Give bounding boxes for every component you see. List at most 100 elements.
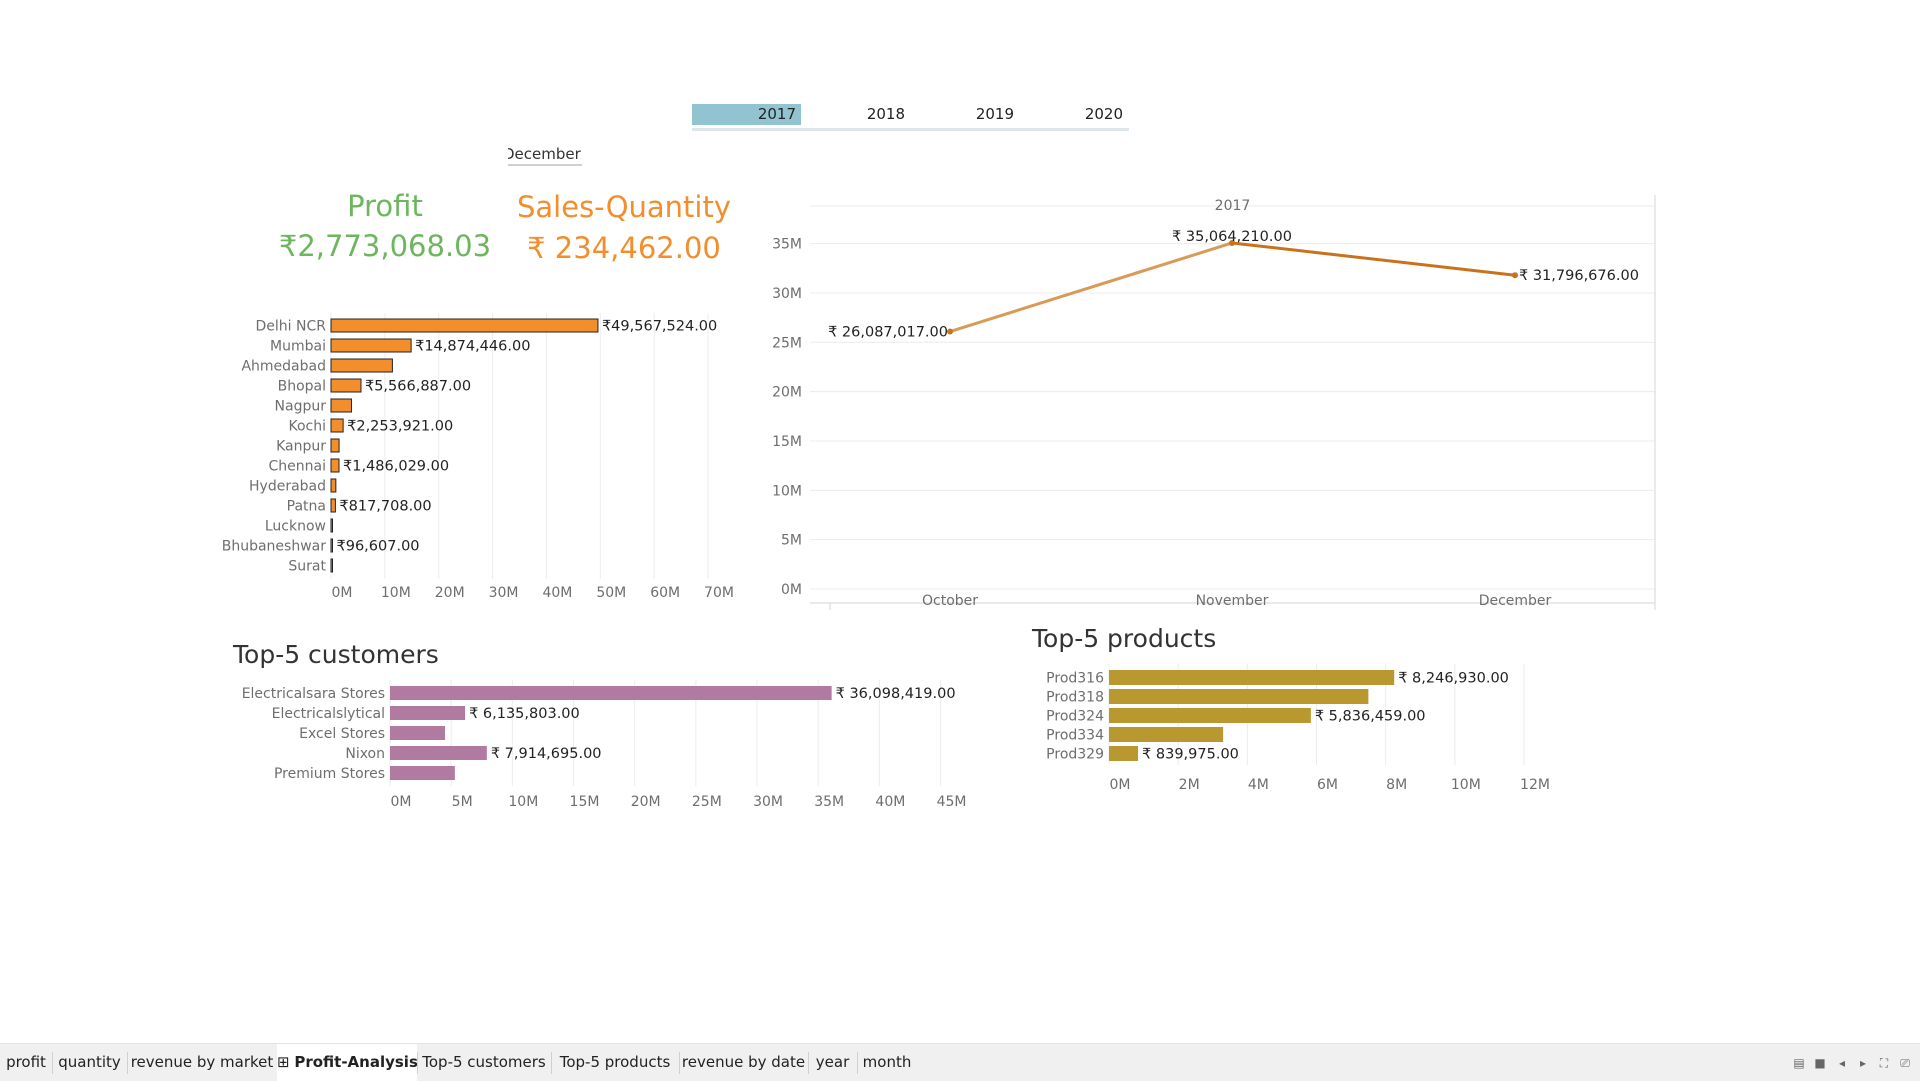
- x-tick-label: 5M: [452, 794, 473, 810]
- x-tick-label: 0M: [1110, 777, 1131, 793]
- data-label: ₹96,607.00: [337, 539, 420, 555]
- y-tick-label: 15M: [772, 434, 802, 450]
- x-tick-label: 35M: [814, 794, 844, 810]
- x-tick-label: 60M: [650, 585, 680, 601]
- year-option-2018[interactable]: 2018: [866, 105, 905, 123]
- year-option-2019[interactable]: 2019: [975, 105, 1014, 123]
- data-label: ₹ 36,098,419.00: [836, 686, 956, 702]
- category-label: Kanpur: [276, 439, 326, 455]
- x-tick-label: 10M: [1451, 777, 1481, 793]
- data-point: [1512, 272, 1518, 279]
- category-label: Nixon: [345, 746, 385, 762]
- y-tick-label: 10M: [772, 483, 802, 499]
- tab-month[interactable]: month: [857, 1044, 917, 1081]
- category-label: Hyderabad: [249, 479, 326, 495]
- top-customers-title: Top-5 customers: [233, 640, 439, 669]
- sales-quantity-value: ₹ 234,462.00: [527, 231, 721, 265]
- series-line-segment: [949, 241, 1233, 333]
- x-tick-label: 20M: [631, 794, 661, 810]
- tab-label: Profit-Analysis: [294, 1053, 418, 1071]
- data-label: ₹ 839,975.00: [1142, 747, 1239, 763]
- tab-label: month: [862, 1053, 912, 1071]
- y-tick-label: 0M: [781, 582, 802, 598]
- tab-separator: [551, 1052, 552, 1074]
- tab-top-5-customers[interactable]: Top-5 customers: [417, 1044, 551, 1081]
- prev-sheet-icon[interactable]: ◂: [1838, 1056, 1846, 1070]
- bar: [1109, 746, 1139, 761]
- bar: [330, 538, 333, 553]
- data-label: ₹ 5,836,459.00: [1315, 709, 1426, 725]
- year-filter: 2017 2018 2019 2020: [692, 104, 1129, 131]
- tab-year[interactable]: year: [808, 1044, 857, 1081]
- bar: [390, 686, 832, 700]
- y-tick-label: 25M: [772, 335, 802, 351]
- x-tick-label: 30M: [753, 794, 783, 810]
- bar: [390, 726, 446, 740]
- category-label: Prod318: [1046, 690, 1104, 706]
- filmstrip-icon[interactable]: ■: [1814, 1056, 1826, 1070]
- y-tick-label: 30M: [772, 286, 802, 302]
- x-tick-label: 40M: [542, 585, 572, 601]
- top-products-chart: 0M 2M 4M 6M 8M 10M 12M Prod316 ₹ 8,246,930.00 Pro…: [1046, 664, 1550, 793]
- tab-label: profit: [6, 1053, 46, 1071]
- data-label: ₹2,253,921.00: [347, 419, 453, 435]
- next-sheet-icon[interactable]: ▸: [1859, 1056, 1867, 1070]
- x-tick-label: 12M: [1520, 777, 1550, 793]
- fullscreen-icon[interactable]: ⛶: [1879, 1056, 1889, 1070]
- top-customers-chart: 0M 5M 10M 15M 20M 25M 30M 35M 40M 45M Electricalsa…: [242, 680, 966, 810]
- profit-title: Profit: [347, 189, 423, 223]
- series-line-segment: [1231, 241, 1516, 277]
- y-tick-label: 35M: [772, 237, 802, 253]
- x-tick-label: 4M: [1248, 777, 1269, 793]
- category-label: Lucknow: [265, 519, 326, 535]
- dashboard-icon: ⊞: [277, 1053, 295, 1071]
- category-label: Patna: [287, 499, 326, 515]
- bar: [330, 458, 340, 473]
- tab-top-5-products[interactable]: Top-5 products: [551, 1044, 679, 1081]
- x-tick-label: November: [1196, 593, 1269, 609]
- tab-revenue-by-date[interactable]: revenue by date: [679, 1044, 808, 1081]
- category-label: Bhubaneshwar: [222, 539, 326, 555]
- tab-quantity[interactable]: quantity: [52, 1044, 127, 1081]
- category-label: Chennai: [269, 459, 326, 475]
- y-tick-label: 5M: [781, 533, 802, 549]
- data-point: [1229, 239, 1235, 246]
- x-tick-label: 15M: [570, 794, 600, 810]
- present-icon[interactable]: ⎚: [1900, 1056, 1910, 1070]
- bar: [330, 438, 340, 453]
- x-tick-label: 30M: [489, 585, 519, 601]
- bar: [330, 398, 352, 413]
- x-tick-label: 6M: [1317, 777, 1338, 793]
- x-tick-label: 20M: [435, 585, 465, 601]
- category-label: Nagpur: [275, 399, 327, 415]
- x-tick-label: 10M: [381, 585, 411, 601]
- category-label: Surat: [288, 559, 326, 575]
- tab-separator: [857, 1052, 858, 1074]
- tab-profit-analysis[interactable]: ⊞ Profit-Analysis: [277, 1044, 418, 1081]
- sheet-tab-bar: profit quantity revenue by market ⊞ Profit-…: [0, 1043, 1920, 1081]
- tab-label: revenue by date: [681, 1053, 806, 1071]
- category-label: Kochi: [288, 419, 326, 435]
- tab-profit[interactable]: profit: [0, 1044, 52, 1081]
- category-label: Premium Stores: [274, 766, 385, 782]
- data-label: ₹49,567,524.00: [602, 319, 717, 335]
- x-tick-label: 0M: [332, 585, 353, 601]
- x-tick-label: 25M: [692, 794, 722, 810]
- month-filter[interactable]: December: [508, 144, 582, 166]
- data-label: ₹ 31,796,676.00: [1519, 268, 1639, 284]
- data-label: ₹1,486,029.00: [343, 459, 449, 475]
- bar: [330, 518, 333, 533]
- year-option-2020[interactable]: 2020: [1084, 105, 1123, 123]
- category-label: Bhopal: [278, 379, 326, 395]
- show-tabs-icon[interactable]: ▤: [1793, 1056, 1805, 1070]
- year-option-2017[interactable]: 2017: [692, 104, 801, 125]
- top-products-title: Top-5 products: [1032, 624, 1217, 653]
- category-label: Electricalsara Stores: [242, 686, 385, 702]
- bar: [330, 318, 599, 333]
- x-tick-label: 40M: [875, 794, 905, 810]
- x-tick-label: 70M: [704, 585, 734, 601]
- tab-separator: [808, 1052, 809, 1074]
- tab-revenue-by-market[interactable]: revenue by market: [127, 1044, 277, 1081]
- data-label: ₹817,708.00: [339, 499, 431, 515]
- category-label: Excel Stores: [299, 726, 385, 742]
